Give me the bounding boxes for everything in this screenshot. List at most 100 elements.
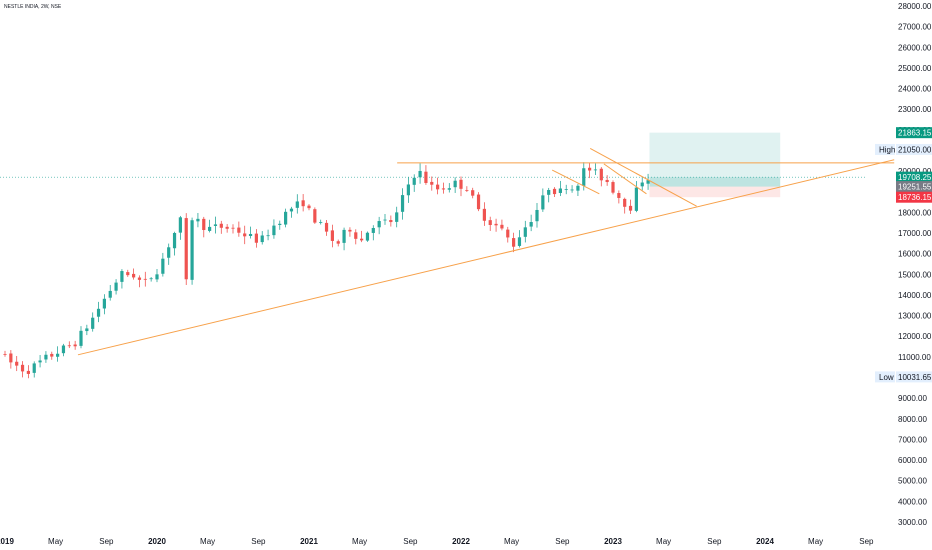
- candle: [570, 185, 574, 193]
- candle: [576, 183, 580, 197]
- candle: [476, 192, 481, 212]
- candle: [301, 194, 305, 212]
- candle: [319, 219, 323, 225]
- x-tick-label: Sep: [555, 537, 570, 546]
- candle: [307, 204, 311, 211]
- candle: [395, 206, 399, 228]
- chart-title: NESTLE INDIA, 2W, NSE: [4, 4, 62, 10]
- svg-text:10031.65: 10031.65: [898, 373, 932, 382]
- price-label: 10031.65 Low: [875, 371, 932, 383]
- candle: [365, 231, 370, 242]
- candle: [313, 207, 317, 224]
- y-tick-label: 16000.00: [898, 250, 932, 259]
- candle: [541, 188, 545, 212]
- y-tick-label: 26000.00: [898, 43, 932, 52]
- candle: [213, 216, 218, 234]
- candle: [593, 163, 598, 176]
- candle: [441, 182, 446, 194]
- candle: [231, 224, 235, 234]
- y-tick-label: 28000.00: [898, 2, 932, 11]
- candle: [354, 229, 358, 245]
- candle: [517, 230, 522, 248]
- svg-text:21050.00: 21050.00: [898, 145, 932, 154]
- x-tick-label: May: [808, 537, 823, 546]
- candle: [640, 177, 644, 191]
- x-tick-label: May: [352, 537, 367, 546]
- candle: [102, 294, 106, 315]
- candle: [196, 212, 200, 228]
- candle: [330, 224, 334, 248]
- candle: [412, 174, 416, 192]
- price-label: 18736.15: [896, 191, 932, 203]
- x-tick-label: 2019: [0, 537, 14, 546]
- y-tick-label: 23000.00: [898, 105, 932, 114]
- x-tick-label: 2024: [756, 537, 774, 546]
- y-tick-label: 7000.00: [898, 435, 927, 444]
- x-tick-label: May: [48, 537, 63, 546]
- candle: [284, 208, 288, 228]
- candle: [26, 365, 30, 379]
- svg-text:18736.15: 18736.15: [898, 193, 932, 202]
- candle: [371, 225, 375, 241]
- candle: [15, 356, 19, 372]
- candle: [494, 218, 498, 232]
- candle: [20, 361, 25, 378]
- y-tick-label: 20000.00: [898, 167, 932, 176]
- candle: [50, 351, 54, 360]
- candle: [67, 341, 71, 349]
- candle: [348, 227, 352, 237]
- y-tick-label: 25000.00: [898, 64, 932, 73]
- candle: [91, 312, 95, 332]
- candle: [465, 186, 469, 193]
- y-tick-label: 24000.00: [898, 85, 932, 94]
- candle: [447, 183, 451, 193]
- y-tick-label: 3000.00: [898, 518, 927, 527]
- candle: [132, 268, 136, 280]
- trendline: [551, 169, 600, 195]
- y-tick-label: 15000.00: [898, 270, 932, 279]
- candle: [471, 187, 475, 199]
- candle: [61, 343, 66, 357]
- x-tick-label: 2022: [452, 537, 470, 546]
- y-tick-label: 6000.00: [898, 456, 927, 465]
- x-tick-label: May: [200, 537, 215, 546]
- trendlines: [77, 147, 895, 356]
- candle: [552, 187, 557, 198]
- candle: [453, 177, 457, 193]
- candle: [529, 214, 533, 232]
- trendline: [603, 163, 647, 195]
- candle: [167, 243, 171, 265]
- candle: [114, 279, 118, 295]
- candle: [383, 214, 387, 225]
- candle: [360, 230, 364, 243]
- x-tick-label: May: [656, 537, 671, 546]
- x-tick-label: May: [504, 537, 519, 546]
- candle: [202, 216, 206, 238]
- candle: [646, 173, 650, 190]
- candle: [512, 232, 516, 253]
- candle: [208, 219, 212, 233]
- candle: [126, 269, 130, 277]
- candle: [56, 346, 60, 362]
- candle: [482, 202, 486, 226]
- trendline: [589, 147, 697, 207]
- price-label: 21863.15: [896, 127, 932, 139]
- price-label: 19708.25: [896, 171, 932, 183]
- svg-text:19708.25: 19708.25: [898, 173, 932, 182]
- x-tick-label: 2021: [300, 537, 318, 546]
- x-tick-label: Sep: [707, 537, 722, 546]
- candle: [190, 217, 194, 285]
- y-tick-label: 5000.00: [898, 477, 927, 486]
- candle: [155, 269, 159, 283]
- y-tick-label: 11000.00: [898, 353, 931, 362]
- candle: [628, 199, 633, 214]
- y-tick-label: 4000.00: [898, 497, 927, 506]
- candle: [73, 340, 77, 350]
- candle: [79, 326, 83, 349]
- x-tick-label: Sep: [859, 537, 874, 546]
- candle: [243, 225, 247, 245]
- candle: [44, 351, 48, 363]
- candle: [588, 162, 592, 179]
- candle: [558, 180, 562, 197]
- x-tick-label: 2023: [604, 537, 622, 546]
